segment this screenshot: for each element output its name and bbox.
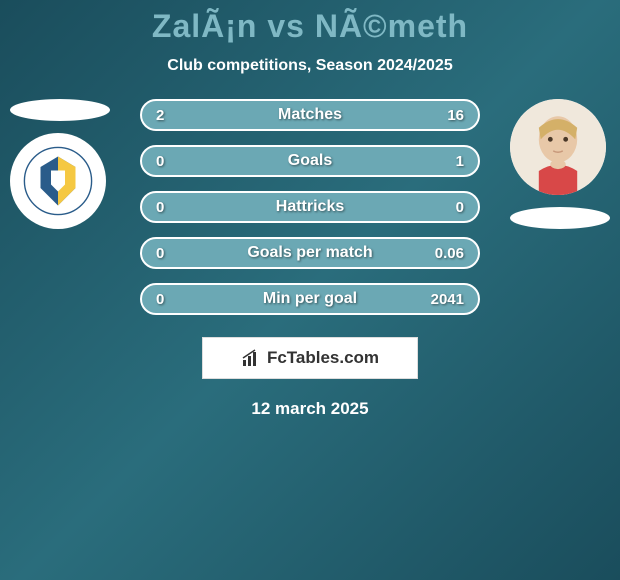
stat-left-value: 0 [156,291,164,308]
player-right-name-pill [510,207,610,229]
stat-label: Hattricks [276,198,344,216]
stat-bar-goals: 0 Goals 1 [140,145,480,177]
fctables-logo[interactable]: FcTables.com [202,337,418,379]
stat-label: Goals [288,152,332,170]
stats-bars: 2 Matches 16 0 Goals 1 0 Hattricks 0 0 G… [140,99,480,315]
stat-left-value: 2 [156,107,164,124]
stat-right-value: 0 [456,199,464,216]
player-left-avatar [10,133,106,229]
stat-bar-matches: 2 Matches 16 [140,99,480,131]
stat-right-value: 1 [456,153,464,170]
player-right-avatar [510,99,606,195]
player-photo-icon [510,99,606,195]
stat-label: Matches [278,106,342,124]
player-left-name-pill [10,99,110,121]
stat-right-value: 2041 [431,291,464,308]
stat-right-value: 16 [447,107,464,124]
player-right-panel [510,99,610,229]
stat-label: Min per goal [263,290,357,308]
club-badge-icon [23,146,93,216]
stat-right-value: 0.06 [435,245,464,262]
stat-left-value: 0 [156,199,164,216]
subtitle: Club competitions, Season 2024/2025 [167,57,452,75]
player-left-panel [10,99,110,229]
stat-left-value: 0 [156,153,164,170]
date-label: 12 march 2025 [251,399,368,419]
logo-text: FcTables.com [267,348,379,368]
stat-label: Goals per match [247,244,372,262]
stat-left-value: 0 [156,245,164,262]
page-title: ZalÃ¡n vs NÃ©meth [152,8,468,45]
stats-area: 2 Matches 16 0 Goals 1 0 Hattricks 0 0 G… [0,99,620,315]
stat-bar-hattricks: 0 Hattricks 0 [140,191,480,223]
chart-icon [241,348,261,368]
stat-bar-goals-per-match: 0 Goals per match 0.06 [140,237,480,269]
stat-bar-min-per-goal: 0 Min per goal 2041 [140,283,480,315]
